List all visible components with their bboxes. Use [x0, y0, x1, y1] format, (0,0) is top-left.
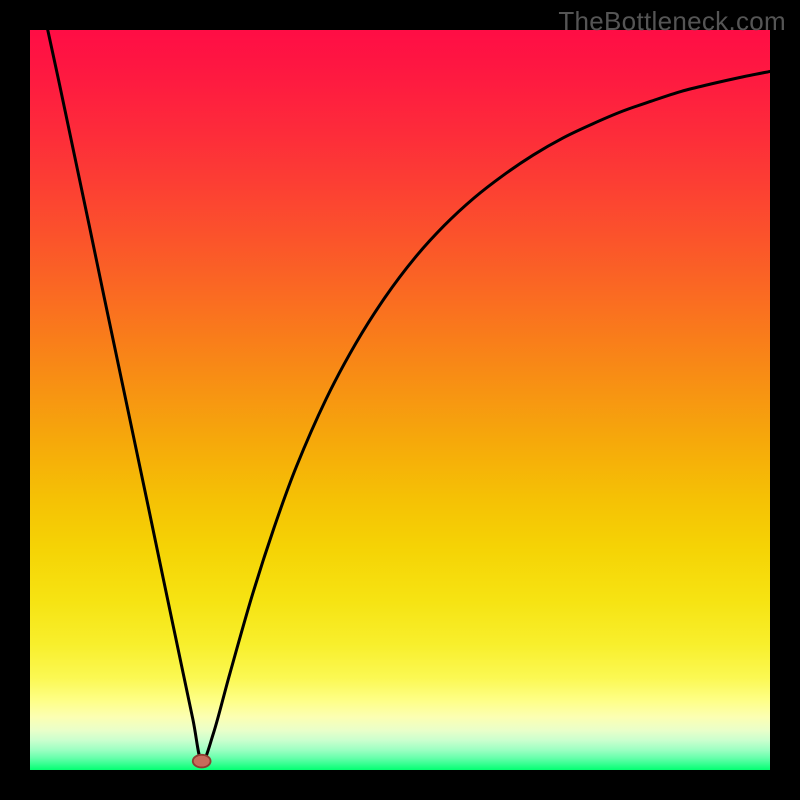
chart-frame: TheBottleneck.com: [0, 0, 800, 800]
min-point-marker: [193, 755, 211, 768]
watermark-text: TheBottleneck.com: [558, 6, 786, 37]
chart-background: [30, 30, 770, 770]
plot-area: [30, 30, 770, 770]
chart-svg: [30, 30, 770, 770]
